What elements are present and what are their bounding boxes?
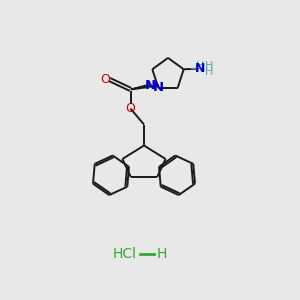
Text: H: H	[196, 61, 204, 71]
Text: H: H	[205, 61, 213, 71]
Text: N: N	[152, 81, 164, 94]
Text: N: N	[145, 79, 156, 92]
Text: N: N	[195, 62, 205, 75]
Text: O: O	[126, 102, 135, 115]
Text: HCl: HCl	[112, 247, 136, 260]
Text: H: H	[205, 67, 213, 77]
Text: H: H	[157, 247, 167, 260]
Text: —: —	[189, 62, 202, 75]
Text: O: O	[100, 73, 110, 86]
